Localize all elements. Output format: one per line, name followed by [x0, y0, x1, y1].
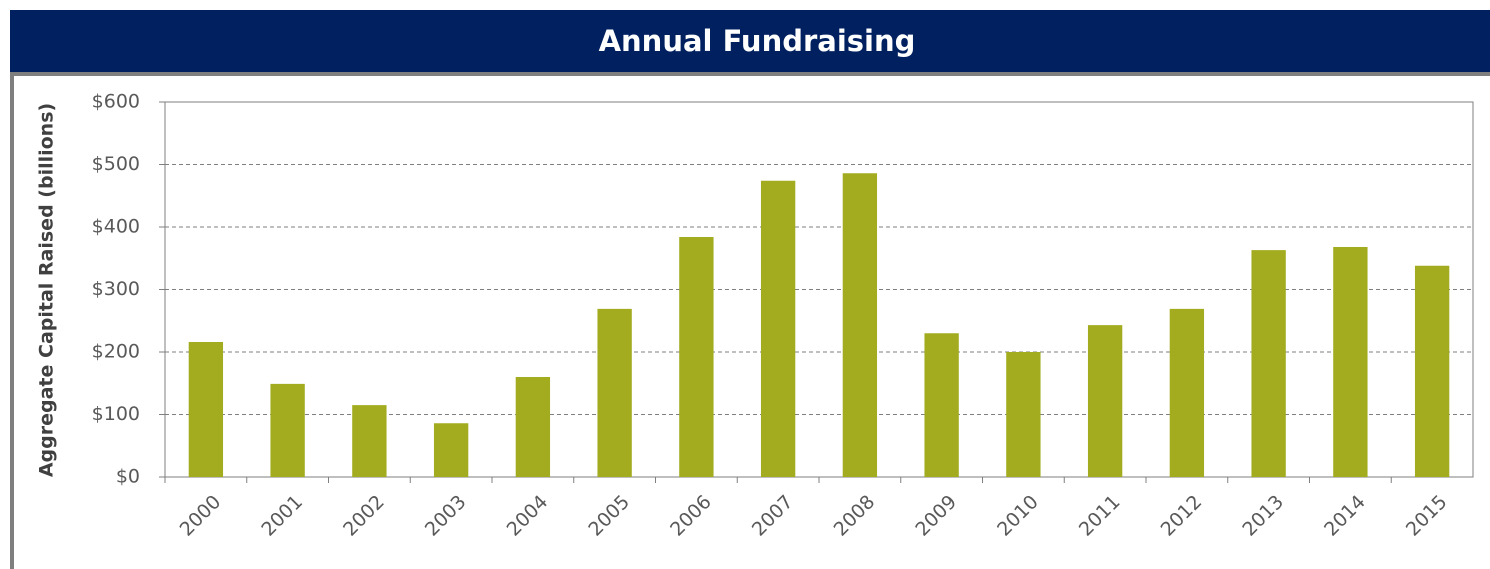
- x-tick-label: 2005: [584, 491, 634, 541]
- bar: [433, 423, 469, 477]
- bar: [924, 333, 959, 477]
- frame-left: [10, 72, 14, 569]
- x-tick-label: 2002: [339, 491, 389, 541]
- bar: [1251, 250, 1286, 477]
- y-tick-label: $400: [92, 216, 140, 238]
- y-tick-label: $500: [92, 153, 140, 175]
- y-tick-label: $300: [92, 278, 140, 300]
- x-tick-label: 2004: [503, 491, 553, 541]
- x-tick-label: 2015: [1402, 491, 1452, 541]
- bar: [1087, 325, 1123, 477]
- bar: [1414, 265, 1450, 477]
- x-tick-label: 2012: [1157, 491, 1207, 541]
- x-tick-label: 2011: [1075, 491, 1125, 541]
- x-tick-label: 2008: [830, 491, 880, 541]
- x-tick-label: 2001: [257, 491, 307, 541]
- x-tick-label: 2006: [666, 491, 716, 541]
- chart-title: Annual Fundraising: [599, 24, 916, 58]
- x-tick-label: 2013: [1238, 491, 1288, 541]
- title-bar: [10, 10, 1490, 72]
- bar: [270, 383, 305, 477]
- x-tick-label: 2010: [993, 491, 1043, 541]
- bar: [679, 237, 714, 477]
- bar: [760, 180, 796, 477]
- bar: [842, 173, 878, 477]
- x-tick-label: 2003: [421, 491, 471, 541]
- bar: [1333, 247, 1368, 477]
- bar: [1169, 308, 1205, 477]
- y-tick-label: $600: [92, 91, 140, 113]
- y-tick-label: $200: [92, 341, 140, 363]
- bar: [188, 342, 224, 477]
- x-tick-label: 2007: [748, 491, 798, 541]
- x-tick-label: 2014: [1320, 491, 1370, 541]
- x-tick-label: 2009: [911, 491, 961, 541]
- bar: [352, 405, 387, 477]
- y-tick-label: $100: [92, 403, 140, 425]
- bar: [597, 308, 632, 477]
- bar: [515, 377, 551, 477]
- y-axis-label: Aggregate Capital Raised (billions): [36, 103, 58, 477]
- y-tick-label: $0: [116, 466, 140, 488]
- x-tick-label: 2000: [176, 491, 226, 541]
- title-bar-border: [10, 72, 1490, 76]
- bar: [1006, 352, 1041, 477]
